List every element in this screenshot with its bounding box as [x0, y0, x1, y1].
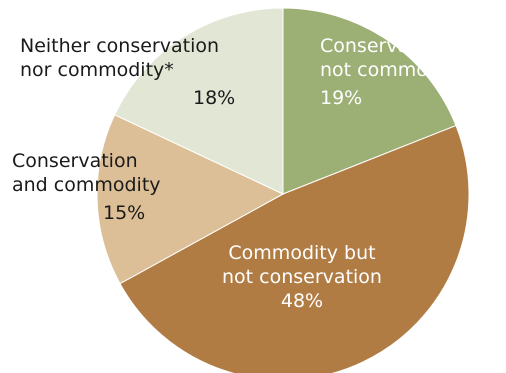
pie-labels: Conservation but not commodity 19% Commodit…	[12, 35, 483, 312]
slice-label-line: nor commodity*	[20, 59, 174, 81]
slice-value-0: 19%	[320, 87, 362, 109]
slice-value-2: 15%	[103, 202, 145, 224]
slice-label-1: Commodity but not conservation	[222, 242, 382, 288]
pie-slice-0	[282, 7, 457, 195]
slice-value-3: 18%	[193, 87, 235, 109]
slice-label-line: Conservation but	[320, 35, 483, 57]
slice-value-1: 48%	[281, 290, 323, 312]
pie-slice-1	[119, 124, 470, 373]
slice-label-0: Conservation but not commodity	[320, 35, 483, 81]
slice-label-line: not conservation	[222, 266, 382, 288]
slice-label-2: Conservation and commodity	[12, 150, 161, 196]
pie-slice-2	[96, 114, 285, 285]
pie-slice-3	[114, 7, 284, 195]
slice-label-3: Neither conservation nor commodity*	[20, 35, 219, 81]
slice-label-line: Neither conservation	[20, 35, 219, 57]
pie-slices	[96, 7, 470, 373]
slice-label-line: Commodity but	[228, 242, 375, 264]
slice-label-line: not commodity	[320, 59, 464, 81]
slice-label-line: Conservation	[12, 150, 138, 172]
slice-label-line: and commodity	[12, 174, 161, 196]
